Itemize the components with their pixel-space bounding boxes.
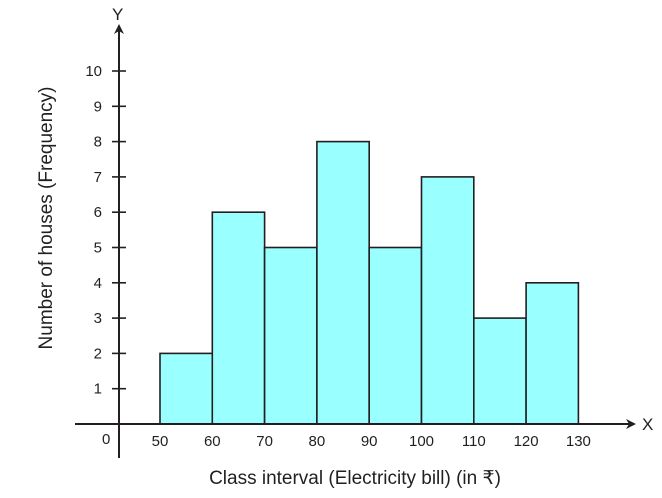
y-tick-label: 5 — [94, 240, 102, 257]
y-tick-label: 8 — [94, 134, 102, 151]
x-tick-label: 60 — [204, 433, 221, 450]
histogram-bar — [472, 317, 527, 425]
y-tick-label: 4 — [94, 275, 102, 292]
y-tick-label: 10 — [85, 63, 102, 80]
histogram-bar — [159, 352, 214, 425]
y-tick-label: 7 — [94, 169, 102, 186]
y-axis-title: Number of houses (Frequency) — [36, 87, 57, 350]
y-tick-label: 1 — [94, 381, 102, 398]
histogram-bar — [211, 211, 266, 425]
x-axis-ticks: 50 60 70 80 90 100 110 120 130 — [152, 433, 591, 450]
histogram-bar — [263, 246, 318, 425]
x-tick-label: 110 — [462, 433, 486, 450]
x-axis-title: Class interval (Electricity bill) (in ₹) — [209, 468, 501, 489]
y-tick-label: 6 — [94, 204, 102, 221]
x-tick-label: 100 — [409, 433, 434, 450]
origin-label: 0 — [102, 431, 110, 448]
x-tick-label: 90 — [361, 433, 378, 450]
y-axis-letter: Y — [112, 5, 123, 24]
y-axis-ticks: 1 2 3 4 5 6 7 8 9 10 — [85, 63, 126, 398]
y-tick-label: 3 — [94, 310, 102, 327]
histogram-bar — [316, 140, 370, 425]
x-tick-label: 120 — [514, 433, 539, 450]
x-tick-label: 70 — [256, 433, 273, 450]
y-tick-label: 9 — [94, 98, 102, 115]
y-tick-label: 2 — [94, 345, 102, 362]
histogram-bar — [525, 281, 580, 425]
x-tick-label: 50 — [152, 433, 169, 450]
x-tick-label: 130 — [566, 433, 591, 450]
x-tick-label: 80 — [309, 433, 326, 450]
histogram-bars — [159, 140, 580, 425]
histogram-bar — [420, 176, 475, 425]
histogram-bar — [368, 246, 423, 425]
x-axis-letter: X — [642, 415, 653, 434]
